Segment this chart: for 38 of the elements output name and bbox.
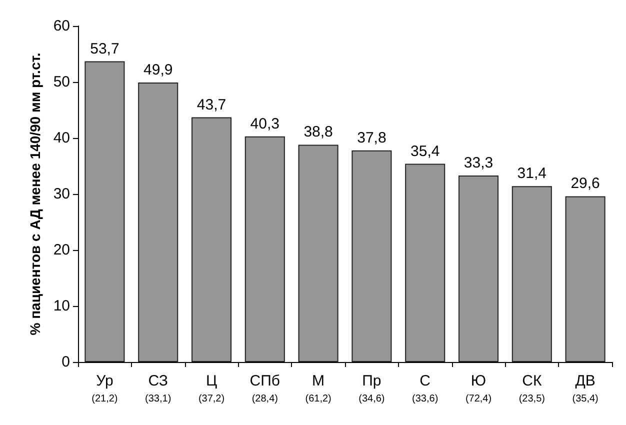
data-label: 38,8 [304,124,333,141]
y-tick-label: 30 [53,186,70,202]
x-tick-label: СПб (28,4) [250,372,280,404]
data-label: 49,9 [144,62,173,79]
x-tick-label: Ц (37,2) [198,372,225,404]
x-tick-label: СК (23,5) [518,372,545,404]
y-axis-title: % пациентов с АД менее 140/90 мм рт.ст. [27,52,43,336]
y-tick-label: 10 [53,298,70,314]
data-label: 31,4 [517,165,546,182]
data-label: 33,3 [464,154,494,172]
bar [298,144,338,362]
bar [405,164,446,362]
x-tick-label: С (33,6) [412,372,438,404]
x-tick-label: Ю (72,4) [465,372,492,404]
x-tick-label: Ур (21,2) [92,372,118,404]
x-tick-label: ДВ (35,4) [572,372,598,404]
y-tick-label: 50 [53,74,70,90]
bar [458,176,499,362]
data-label: 40,3 [250,115,280,132]
bar [84,61,125,362]
bar [191,117,232,362]
x-tick-label: Пр (34,6) [358,372,385,404]
data-label: 29,6 [570,175,600,192]
bar [244,136,285,362]
x-tick-label: М (61,2) [305,372,332,404]
data-label: 43,7 [196,96,226,114]
y-tick-label: 0 [62,354,70,370]
y-tick-label: 40 [53,130,70,146]
x-tick-label: СЗ (33,1) [145,372,172,404]
y-tick-label: 60 [53,18,70,34]
bar [352,150,392,362]
y-tick-label: 20 [53,242,70,258]
bar [512,186,552,362]
data-label: 37,8 [357,129,386,146]
bar [138,82,178,362]
data-label: 35,4 [410,142,440,160]
bar [565,196,606,362]
data-label: 53,7 [90,40,120,58]
